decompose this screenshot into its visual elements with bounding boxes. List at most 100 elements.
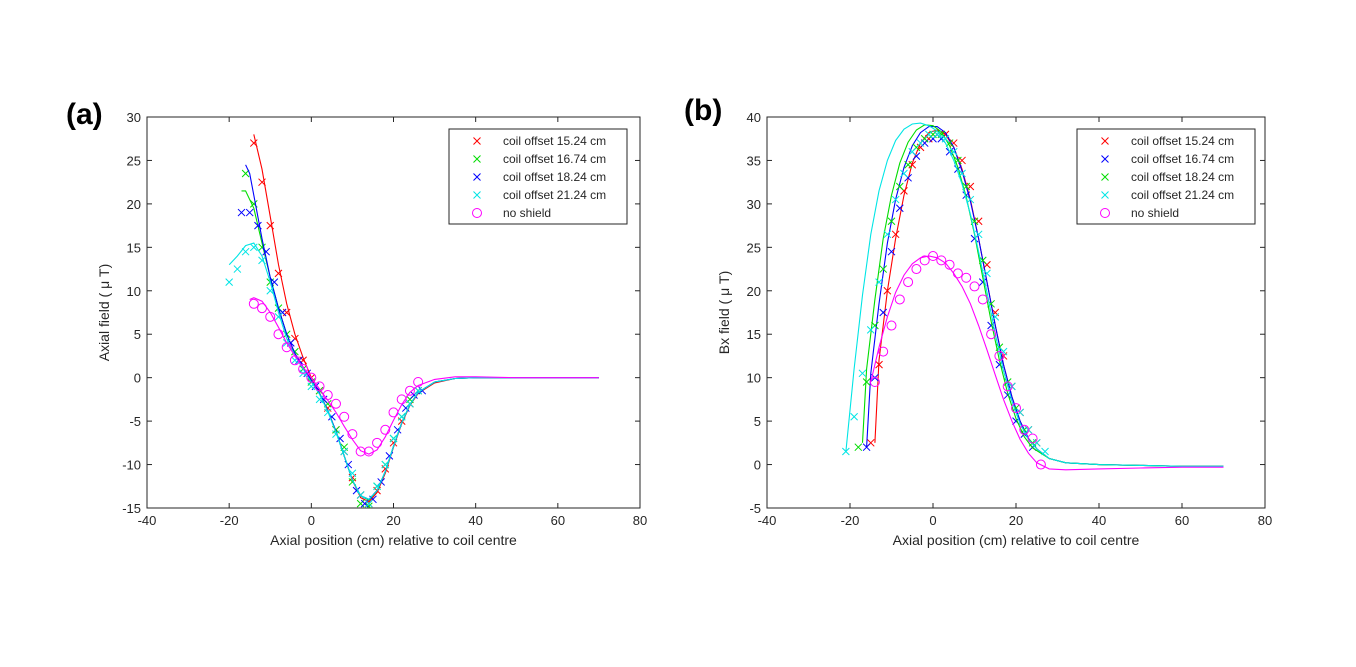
- data-point: [900, 169, 908, 178]
- data-point: [999, 347, 1008, 356]
- data-point: [866, 326, 875, 334]
- data-point: [388, 407, 399, 418]
- x-tick-label: 40: [468, 513, 482, 528]
- data-point: [936, 255, 947, 266]
- data-point: [348, 469, 357, 478]
- x-tick-label: 0: [929, 513, 936, 528]
- data-point: [323, 408, 332, 417]
- y-tick-label: -10: [122, 458, 141, 473]
- x-tick-label: -20: [841, 513, 860, 528]
- data-point: [274, 312, 283, 321]
- x-tick-label: 20: [386, 513, 400, 528]
- legend-marker: [1101, 137, 1109, 145]
- data-point: [924, 130, 933, 139]
- legend-label: coil offset 15.24 cm: [1131, 134, 1234, 148]
- y-axis-title: Axial field ( μ T): [96, 264, 112, 362]
- data-point: [266, 221, 275, 230]
- data-point: [887, 217, 896, 226]
- y-tick-label: 0: [754, 458, 761, 473]
- data-point: [854, 443, 863, 452]
- data-point: [364, 499, 373, 508]
- data-point: [1011, 403, 1021, 414]
- data-point: [270, 278, 279, 286]
- data-point: [904, 160, 912, 169]
- y-tick-label: 20: [127, 197, 141, 212]
- legend-label: coil offset 16.74 cm: [503, 152, 606, 166]
- data-point: [306, 372, 317, 383]
- data-point: [404, 385, 415, 396]
- x-tick-label: 80: [633, 513, 647, 528]
- data-point: [266, 286, 275, 295]
- data-point: [262, 247, 270, 256]
- y-tick-label: 15: [747, 327, 761, 342]
- data-point: [330, 398, 341, 409]
- legend-label: coil offset 18.24 cm: [503, 170, 606, 184]
- legend-marker: [1101, 191, 1109, 199]
- fit-line: [845, 122, 1224, 467]
- data-point: [916, 139, 925, 147]
- data-point: [944, 259, 955, 270]
- data-point: [941, 134, 950, 143]
- legend-marker: [1101, 173, 1109, 181]
- x-tick-label: -40: [138, 513, 157, 528]
- legend-marker: [473, 137, 481, 145]
- y-tick-label: 35: [747, 153, 761, 168]
- data-point: [983, 269, 991, 278]
- data-point: [363, 446, 374, 457]
- fit-line: [228, 242, 599, 500]
- data-point: [322, 390, 333, 401]
- series-4: [248, 297, 599, 457]
- y-tick-label: 30: [747, 197, 761, 212]
- y-tick-label: 25: [127, 153, 141, 168]
- data-point: [862, 378, 871, 386]
- data-point: [233, 265, 242, 273]
- data-point: [875, 360, 883, 369]
- data-point: [977, 294, 988, 305]
- legend-marker: [472, 208, 482, 218]
- data-point: [249, 139, 258, 147]
- data-point: [257, 303, 268, 314]
- y-tick-label: 0: [134, 371, 141, 386]
- data-point: [254, 221, 262, 230]
- data-point: [381, 460, 390, 469]
- data-point: [974, 230, 983, 239]
- data-point: [347, 429, 358, 440]
- data-point: [858, 369, 867, 378]
- legend: coil offset 15.24 cm coil offset 16.74 cm…: [448, 128, 628, 225]
- y-tick-label: 30: [127, 110, 141, 125]
- data-point: [949, 147, 958, 156]
- data-point: [958, 169, 966, 178]
- data-point: [380, 424, 391, 435]
- data-point: [258, 178, 266, 187]
- data-point: [340, 447, 349, 456]
- chart-panel-1: -40 -20 0 20 40 60 80 -5 0 5 10 15 20 25 30 35 40 Axial p…: [716, 110, 1272, 548]
- series-3: [225, 242, 599, 508]
- legend-box: [448, 128, 628, 225]
- data-point: [887, 247, 896, 256]
- data-point: [891, 230, 900, 239]
- data-point: [339, 411, 350, 422]
- data-point: [879, 265, 888, 273]
- legend-label: coil offset 21.24 cm: [1131, 188, 1234, 202]
- data-point: [249, 243, 258, 252]
- data-point: [961, 272, 972, 283]
- legend-label: coil offset 15.24 cm: [503, 134, 606, 148]
- data-point: [841, 447, 850, 456]
- y-tick-label: 15: [127, 240, 141, 255]
- x-tick-label: -40: [758, 513, 777, 528]
- data-point: [291, 347, 299, 356]
- data-point: [281, 342, 292, 353]
- data-point: [237, 208, 246, 217]
- data-point: [241, 247, 250, 256]
- data-point: [891, 195, 900, 204]
- data-point: [356, 491, 365, 499]
- x-tick-label: 0: [308, 513, 315, 528]
- data-point: [986, 329, 997, 340]
- data-point: [307, 382, 316, 391]
- data-point: [1041, 447, 1049, 456]
- data-point: [291, 356, 299, 365]
- data-point: [883, 230, 892, 239]
- data-point: [991, 312, 1000, 321]
- legend-marker: [1100, 208, 1110, 218]
